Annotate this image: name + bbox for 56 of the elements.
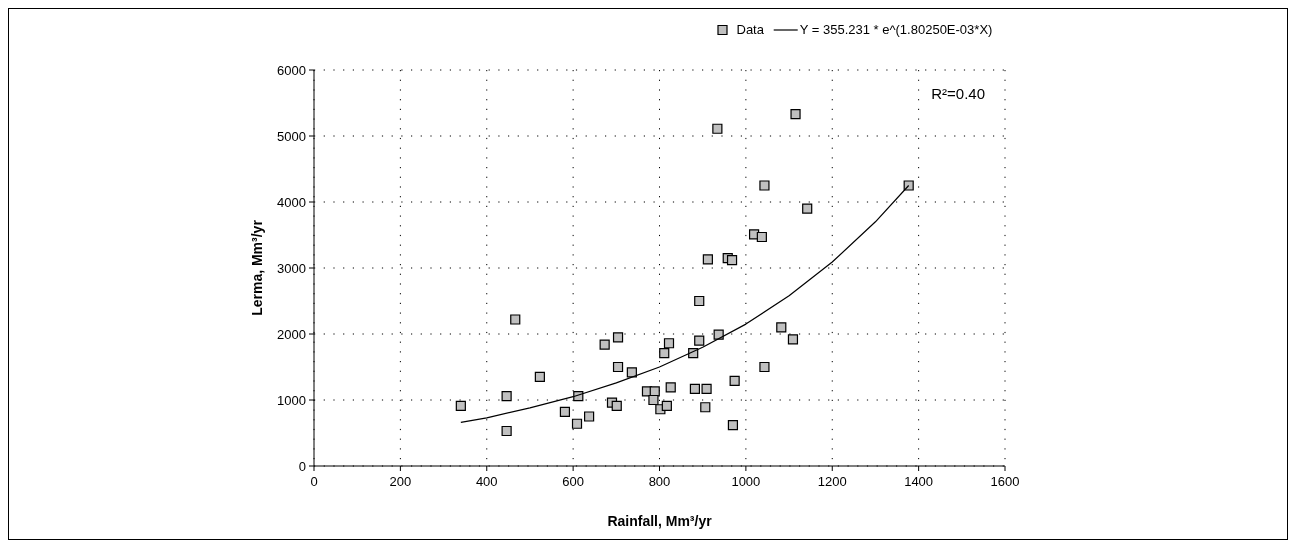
- y-tick-label: 4000: [277, 194, 306, 210]
- y-tick-label: 3000: [277, 260, 306, 276]
- point: [689, 383, 701, 394]
- point: [700, 402, 711, 413]
- point: [571, 418, 583, 429]
- point: [501, 425, 512, 437]
- y-tick-label: 2000: [277, 326, 306, 342]
- point: [759, 180, 770, 191]
- point: [501, 390, 512, 402]
- point: [599, 339, 610, 350]
- point: [510, 314, 521, 325]
- y-tick-label: 5000: [277, 128, 306, 144]
- point: [663, 338, 675, 349]
- x-tick-label: 0: [310, 474, 318, 489]
- point: [759, 361, 770, 373]
- x-tick-label: 1400: [904, 474, 934, 489]
- point: [727, 419, 739, 431]
- legend-label: Y = 355.231 * e^(1.80250E-03*X): [799, 22, 993, 37]
- point: [787, 334, 799, 345]
- point: [559, 406, 571, 417]
- x-tick-label: 200: [389, 474, 412, 489]
- x-tick-label: 1600: [990, 474, 1020, 489]
- point: [612, 361, 624, 373]
- point: [661, 400, 672, 412]
- annotation: R²=0.40: [931, 85, 985, 102]
- y-axis-title: Lerma, Mm³/yr: [249, 219, 265, 316]
- point: [584, 411, 595, 422]
- point: [702, 254, 713, 265]
- point: [712, 123, 723, 134]
- x-tick-label: 1200: [817, 474, 847, 489]
- point: [534, 371, 545, 382]
- point: [611, 400, 622, 412]
- point: [756, 231, 767, 243]
- point: [776, 322, 787, 333]
- point: [694, 295, 705, 307]
- point: [612, 332, 624, 343]
- point: [648, 394, 659, 406]
- x-tick-label: 1000: [731, 474, 761, 489]
- y-tick-label: 6000: [277, 62, 306, 78]
- y-tick-label: 0: [298, 458, 306, 474]
- x-tick-label: 800: [648, 474, 671, 489]
- point: [726, 254, 738, 266]
- y-tick-label: 1000: [277, 392, 306, 408]
- x-tick-label: 600: [562, 474, 584, 489]
- point: [802, 203, 813, 214]
- x-axis-title: Rainfall, Mm³/yr: [607, 513, 713, 529]
- point: [694, 335, 705, 346]
- point: [701, 383, 712, 394]
- point: [665, 382, 676, 393]
- point: [626, 367, 637, 378]
- point: [790, 109, 801, 120]
- legend-label: Data: [736, 22, 765, 37]
- x-tick-label: 400: [475, 474, 498, 489]
- point: [455, 400, 466, 412]
- point: [729, 375, 740, 386]
- point: [659, 348, 670, 359]
